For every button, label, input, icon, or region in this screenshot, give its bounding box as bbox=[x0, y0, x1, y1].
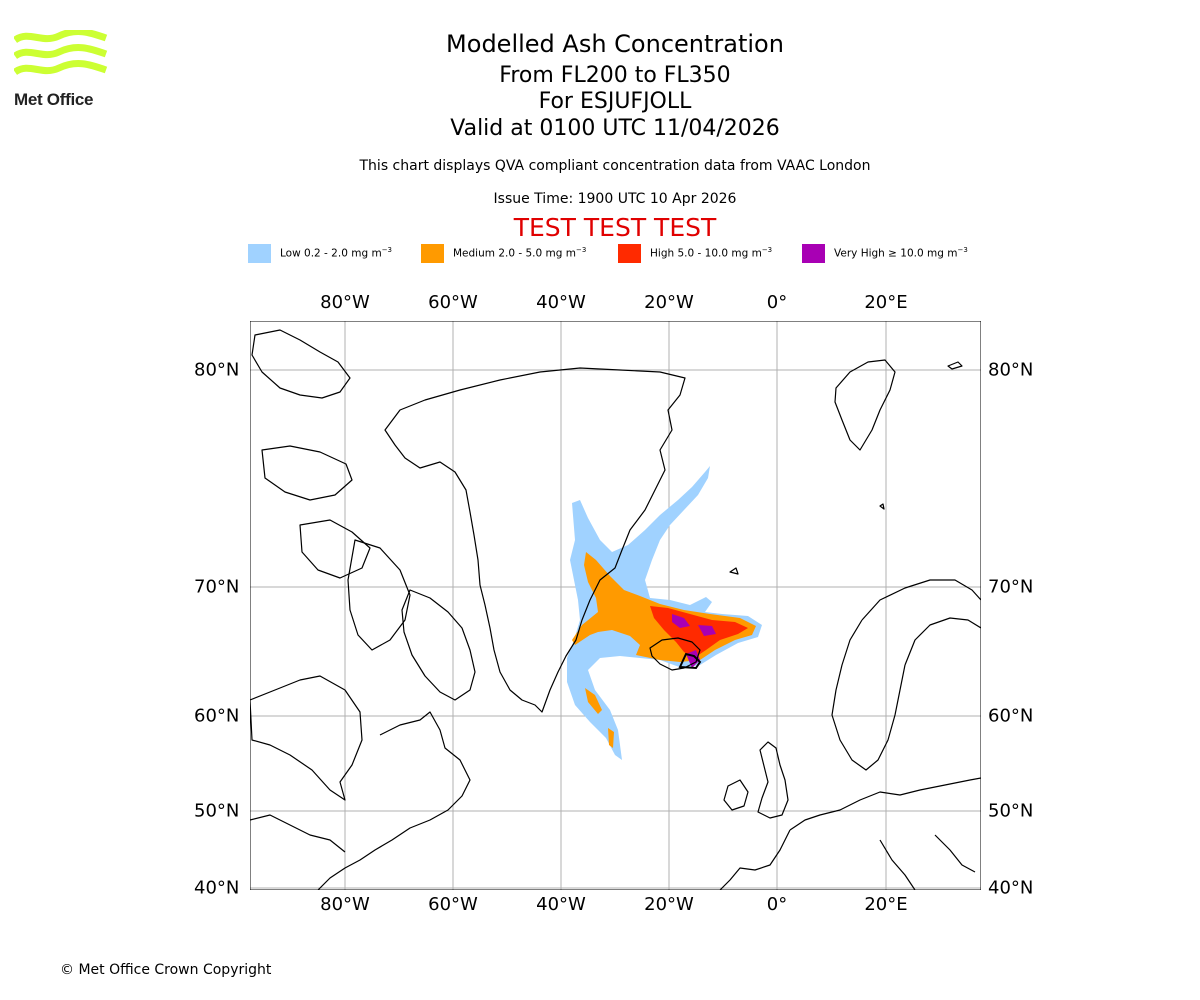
lon-label-bottom-80w: 80°W bbox=[320, 894, 370, 915]
lon-label-bottom-20w: 20°W bbox=[644, 894, 694, 915]
met-office-wave-icon bbox=[12, 28, 108, 76]
valid-time: Valid at 0100 UTC 11/04/2026 bbox=[450, 116, 780, 141]
legend-item-high: High 5.0 - 10.0 mg m−3 bbox=[618, 243, 772, 263]
lat-label-left-40n: 40°N bbox=[194, 877, 240, 899]
legend-unit-exp-low: −3 bbox=[381, 246, 393, 255]
lat-label-right-40n: 40°N bbox=[988, 877, 1034, 899]
legend-unit-exp-high: −3 bbox=[761, 246, 773, 255]
legend-item-medium: Medium 2.0 - 5.0 mg m−3 bbox=[421, 243, 586, 263]
legend-unit-exp-very-high: −3 bbox=[957, 246, 968, 255]
ash-region-medium bbox=[572, 552, 756, 748]
lat-label-left-60n: 60°N bbox=[194, 705, 240, 727]
legend-swatch-very-high bbox=[802, 243, 825, 263]
ash-region-very-high bbox=[672, 614, 716, 668]
concentration-legend: Low 0.2 - 2.0 mg m−3 Medium 2.0 - 5.0 mg… bbox=[0, 243, 1200, 263]
legend-unit-exp-medium: −3 bbox=[575, 246, 587, 255]
legend-item-very-high: Very High ≥ 10.0 mg m−3 bbox=[802, 243, 968, 263]
chart-title: Modelled Ash Concentration bbox=[446, 30, 784, 58]
logo-wordmark: Met Office bbox=[14, 90, 94, 109]
lat-label-right-60n: 60°N bbox=[988, 705, 1034, 727]
ash-concentration-map[interactable] bbox=[250, 321, 981, 890]
copyright-notice: © Met Office Crown Copyright bbox=[60, 962, 272, 978]
lon-label-bottom-20e: 20°E bbox=[864, 894, 908, 915]
lon-label-top-40w: 40°W bbox=[536, 292, 586, 313]
lon-label-bottom-40w: 40°W bbox=[536, 894, 586, 915]
chart-subtitle: This chart displays QVA compliant concen… bbox=[359, 158, 871, 174]
lon-label-top-60w: 60°W bbox=[428, 292, 478, 313]
legend-label-high: High 5.0 - 10.0 mg m bbox=[650, 247, 762, 260]
volcano-name: For ESJUFJOLL bbox=[538, 89, 692, 114]
met-office-logo: Met Office bbox=[12, 28, 109, 112]
legend-swatch-high bbox=[618, 243, 641, 263]
lat-label-left-50n: 50°N bbox=[194, 800, 240, 822]
flight-level-range: From FL200 to FL350 bbox=[499, 63, 731, 88]
issue-time: Issue Time: 1900 UTC 10 Apr 2026 bbox=[493, 191, 737, 207]
lon-label-bottom-0: 0° bbox=[766, 894, 788, 915]
legend-item-low: Low 0.2 - 2.0 mg m−3 bbox=[248, 243, 392, 263]
legend-label-very-high: Very High ≥ 10.0 mg m bbox=[834, 247, 958, 260]
legend-swatch-medium bbox=[421, 243, 444, 263]
lon-label-top-0: 0° bbox=[766, 292, 788, 313]
legend-label-medium: Medium 2.0 - 5.0 mg m bbox=[453, 247, 576, 260]
lat-label-left-70n: 70°N bbox=[194, 576, 240, 598]
lat-label-right-70n: 70°N bbox=[988, 576, 1034, 598]
lon-label-top-80w: 80°W bbox=[320, 292, 370, 313]
lat-label-left-80n: 80°N bbox=[194, 359, 240, 381]
coastlines bbox=[250, 329, 981, 890]
lon-label-top-20e: 20°E bbox=[864, 292, 908, 313]
volcano-source-outline bbox=[678, 652, 702, 670]
lon-label-bottom-60w: 60°W bbox=[428, 894, 478, 915]
test-banner: TEST TEST TEST bbox=[513, 213, 717, 242]
lat-label-right-50n: 50°N bbox=[988, 800, 1034, 822]
lon-label-top-20w: 20°W bbox=[644, 292, 694, 313]
lat-label-right-80n: 80°N bbox=[988, 359, 1034, 381]
legend-swatch-low bbox=[248, 243, 271, 263]
legend-label-low: Low 0.2 - 2.0 mg m bbox=[280, 247, 382, 260]
